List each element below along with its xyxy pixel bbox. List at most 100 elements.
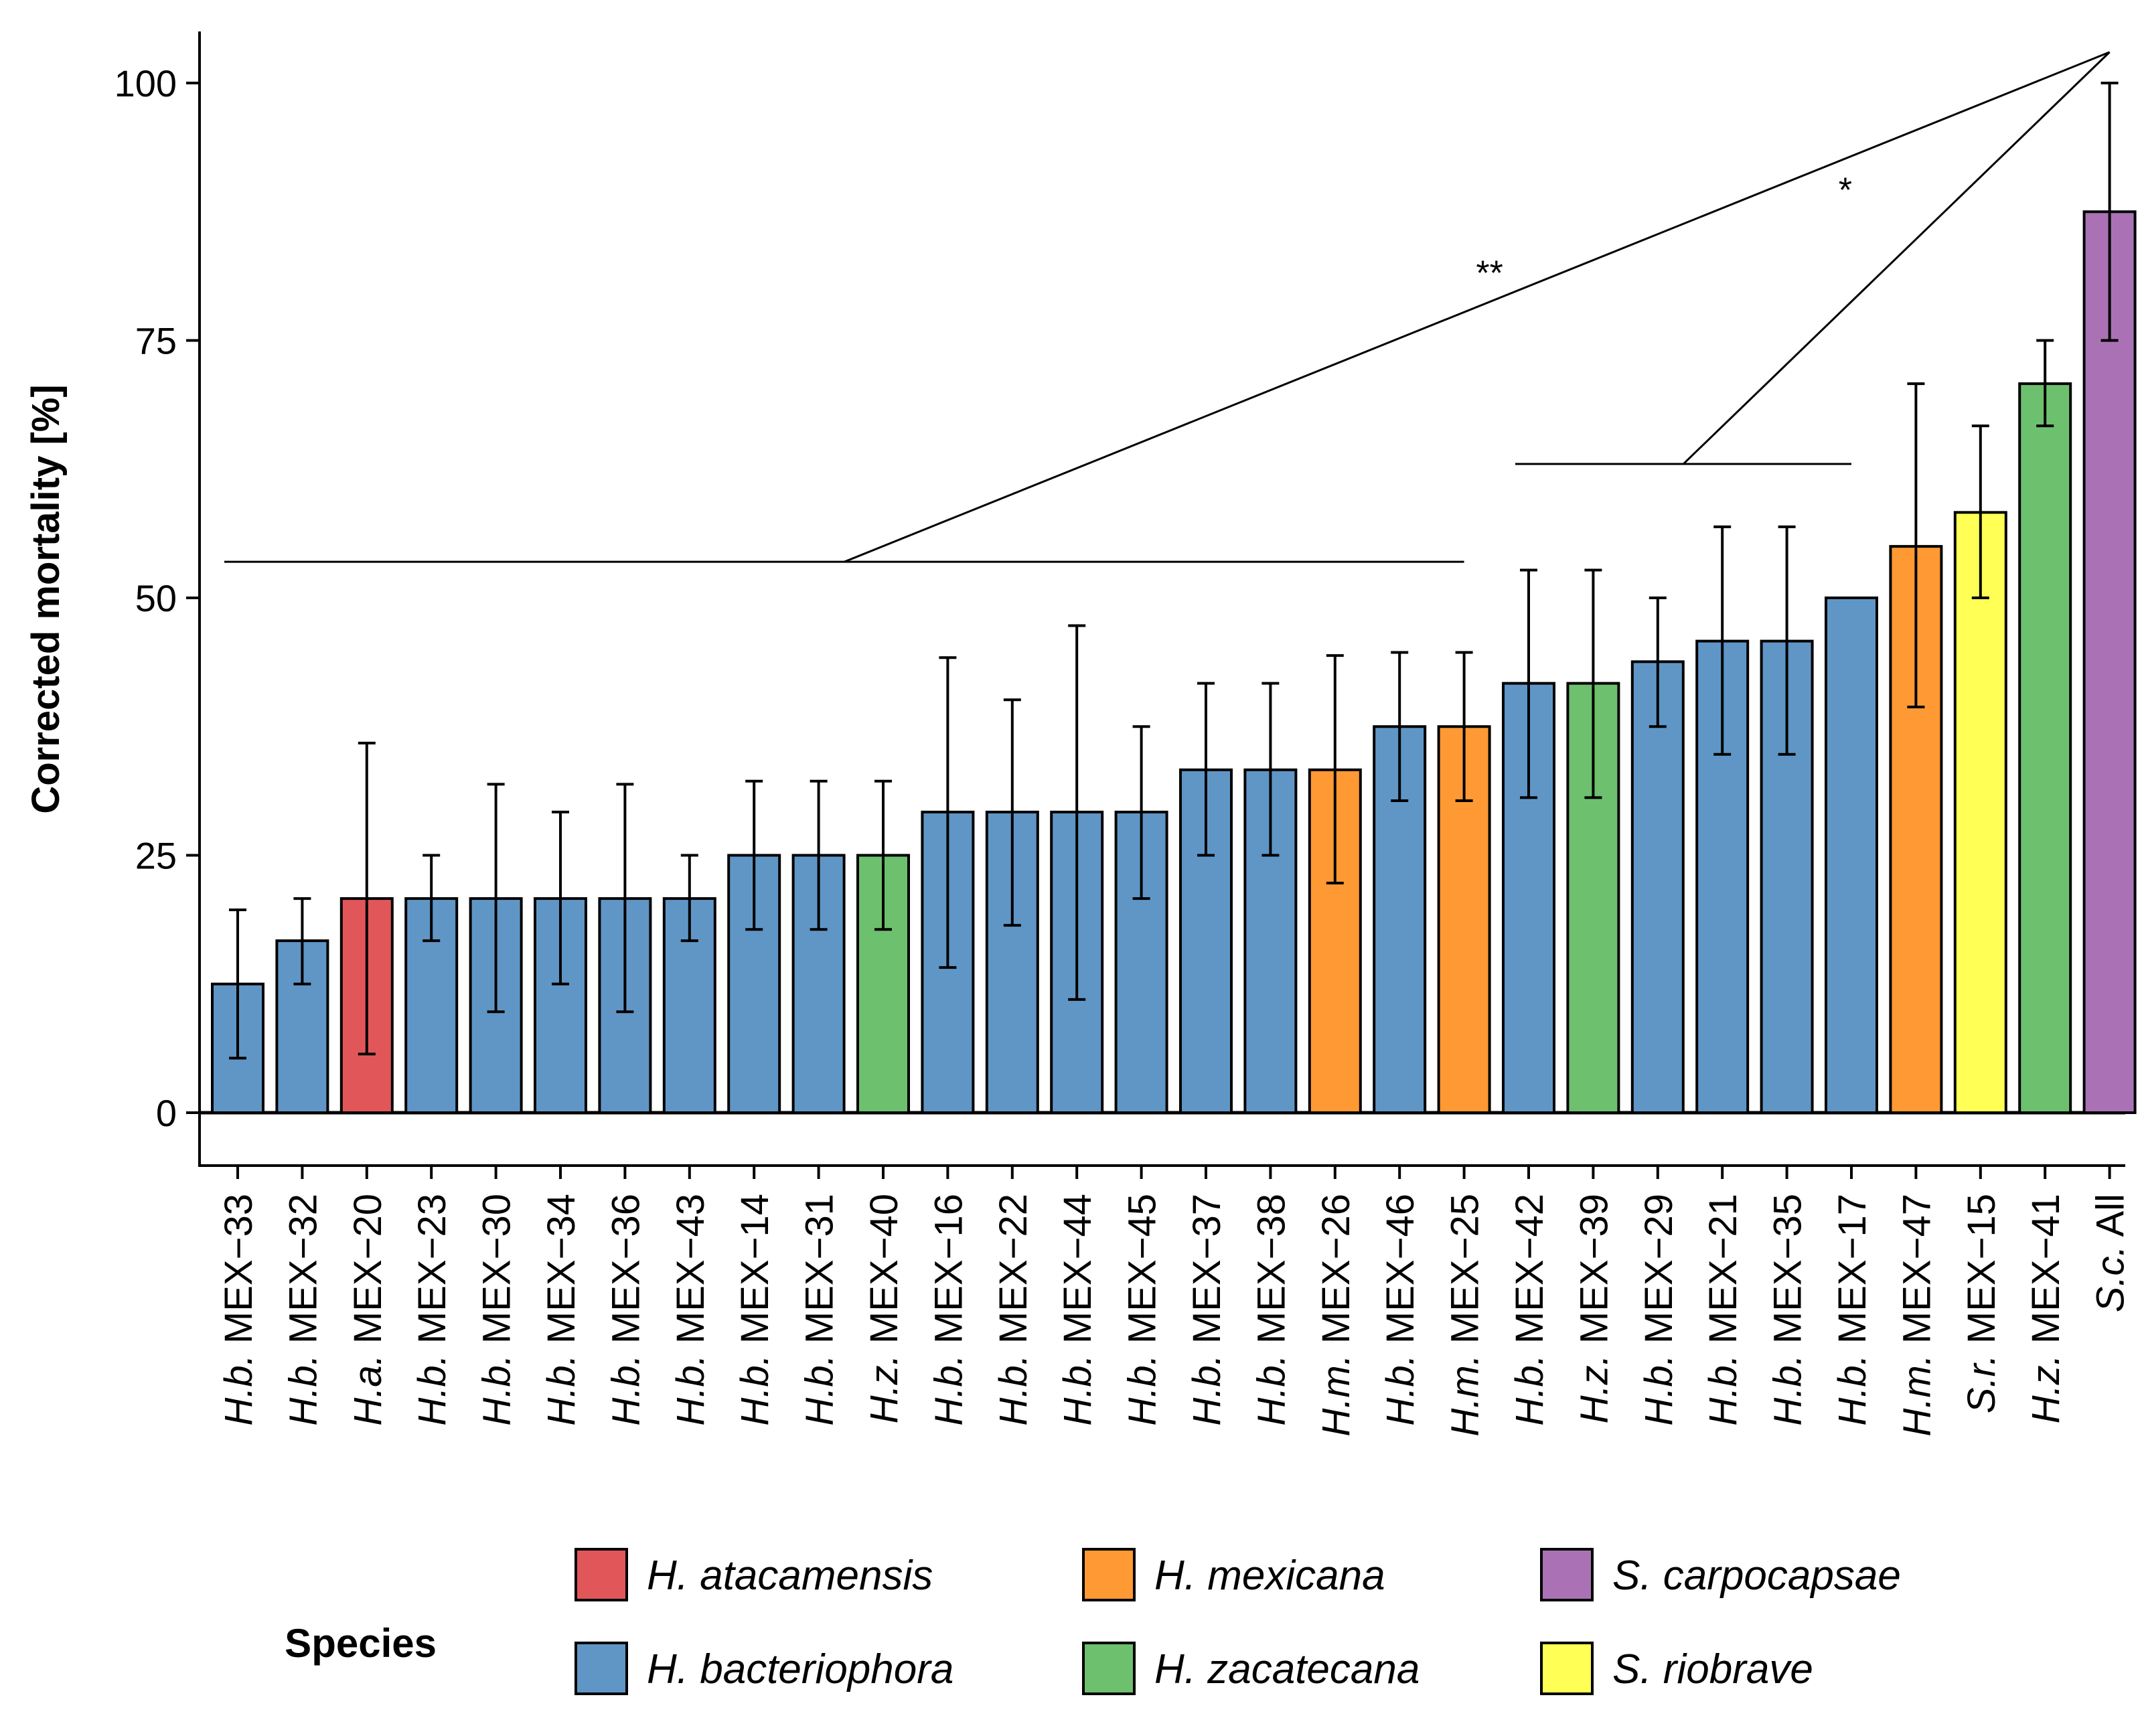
x-tick-label-strain: MEX−47 (1895, 1194, 1938, 1354)
x-tick-label-strain: MEX−44 (1056, 1194, 1099, 1354)
x-tick-label: H.b. MEX−17 (1831, 1194, 1874, 1426)
x-tick-label-strain: MEX−37 (1185, 1194, 1229, 1354)
x-tick-label-species: H.b. (992, 1354, 1035, 1425)
x-tick-label-species: H.b. (1766, 1354, 1810, 1425)
x-tick-label-species: H.a. (346, 1354, 390, 1425)
x-tick-label-species: H.b. (1249, 1354, 1293, 1425)
x-tick-label-species: H.b. (669, 1354, 712, 1425)
x-tick-label: S.r. MEX−15 (1960, 1194, 2003, 1413)
x-tick-label-strain: MEX−42 (1508, 1194, 1551, 1354)
x-tick-label-strain: MEX−32 (281, 1194, 325, 1354)
bar (1953, 511, 2007, 1114)
x-tick-label-species: H.z. (1572, 1354, 1616, 1423)
x-tick-label-species: H.b. (604, 1354, 647, 1425)
x-tick-label-species: H.m. (1444, 1354, 1487, 1436)
legend-label: H. zacatecana (1154, 1646, 1420, 1692)
x-tick-label-strain: MEX−16 (927, 1194, 970, 1354)
x-tick-label: H.b. MEX−46 (1379, 1194, 1422, 1426)
y-tick-label: 50 (135, 577, 177, 619)
plot-area: *** (200, 51, 2137, 1115)
x-tick-label: H.b. MEX−42 (1508, 1194, 1551, 1426)
x-tick-label-strain: MEX−40 (862, 1194, 906, 1354)
x-tick-label: H.b. MEX−34 (540, 1194, 583, 1426)
x-tick-label-strain: MEX−22 (992, 1194, 1035, 1354)
x-tick-label: H.b. MEX−37 (1185, 1194, 1229, 1426)
x-tick-label-species: H.b. (798, 1354, 842, 1425)
x-tick-label-strain: MEX−21 (1701, 1194, 1745, 1354)
y-tick-label: 0 (156, 1092, 177, 1134)
x-tick-label-species: H.m. (1895, 1354, 1938, 1436)
y-axis-title: Corrected mortality [%] (24, 384, 68, 813)
x-tick-label-species: H.b. (1701, 1354, 1745, 1425)
x-tick-label-species: H.z. (862, 1354, 906, 1423)
significance-label: * (1839, 171, 1852, 210)
x-tick-label-strain: MEX−38 (1249, 1194, 1293, 1354)
legend-swatch (1540, 1642, 1594, 1695)
x-tick-label-species: H.b. (1379, 1354, 1422, 1425)
x-tick-label-strain: MEX−33 (217, 1194, 260, 1354)
bar (1630, 660, 1685, 1114)
x-tick-label-strain: MEX−39 (1572, 1194, 1616, 1354)
x-tick-label-species: H.b. (410, 1354, 454, 1425)
x-tick-label-species: H.b. (1121, 1354, 1164, 1425)
x-tick-label: H.b. MEX−44 (1056, 1194, 1099, 1426)
x-tick-label-strain: MEX−30 (475, 1194, 519, 1354)
x-tick-label-species: H.b. (217, 1354, 260, 1425)
x-tick-label: H.b. MEX−30 (475, 1194, 519, 1426)
x-tick-label-strain: MEX−41 (2024, 1194, 2068, 1354)
axes: Corrected mortality [%] 0 25 50 75 100 H.b. M… (24, 31, 2133, 1437)
x-tick-label: H.b. MEX−33 (217, 1194, 260, 1426)
x-tick-label-species: S.c. (2089, 1245, 2133, 1312)
bar (1889, 545, 1943, 1114)
x-tick-label-species: H.m. (1314, 1354, 1358, 1436)
x-tick-label: H.m. MEX−26 (1314, 1194, 1358, 1437)
x-tick-label-strain: MEX−31 (798, 1194, 842, 1354)
x-tick-label: H.b. MEX−29 (1637, 1194, 1681, 1426)
legend-swatch (575, 1642, 628, 1695)
x-tick-label-species: H.b. (281, 1354, 325, 1425)
x-tick-label-strain: MEX−25 (1444, 1194, 1487, 1354)
x-tick-label-strain: MEX−45 (1121, 1194, 1164, 1354)
x-tick-label-strain: MEX−35 (1766, 1194, 1810, 1354)
x-tick-label: H.b. MEX−22 (992, 1194, 1035, 1426)
significance-connector (844, 51, 2111, 563)
legend-label: S. riobrave (1612, 1646, 1813, 1692)
x-tick-label-strain: MEX−17 (1831, 1194, 1874, 1354)
legend-title: Species (285, 1621, 437, 1666)
x-tick-label: H.b. MEX−35 (1766, 1194, 1810, 1426)
legend-label: S. carpocapsae (1612, 1553, 1901, 1599)
x-tick-label-strain: MEX−46 (1379, 1194, 1422, 1354)
x-tick-label: H.z. MEX−39 (1572, 1194, 1616, 1423)
x-tick-label-species: H.b. (1508, 1354, 1551, 1425)
x-tick-label: H.b. MEX−43 (669, 1194, 712, 1426)
legend-swatch (1082, 1548, 1136, 1601)
y-tick-label: 100 (114, 62, 177, 104)
x-tick-label: S.c. All (2089, 1194, 2133, 1312)
x-tick-label-species: H.b. (1637, 1354, 1681, 1425)
x-tick-label-strain: MEX−20 (346, 1194, 390, 1354)
x-tick-label: H.b. MEX−31 (798, 1194, 842, 1426)
x-tick-label-species: H.b. (540, 1354, 583, 1425)
x-tick-label-strain: MEX−34 (540, 1194, 583, 1354)
x-tick-label: H.b. MEX−45 (1121, 1194, 1164, 1426)
bar (2082, 210, 2137, 1114)
x-tick-label-species: H.z. (2024, 1354, 2068, 1423)
y-tick-label: 75 (135, 320, 177, 362)
legend-swatch (575, 1548, 628, 1601)
legend-label: H. bacteriophora (647, 1646, 953, 1692)
legend-label: H. atacamensis (647, 1553, 933, 1599)
x-tick-label: H.m. MEX−25 (1444, 1194, 1487, 1437)
x-tick-label-strain: All (2089, 1194, 2133, 1245)
x-tick-label-strain: MEX−15 (1960, 1194, 2003, 1354)
x-tick-label: H.b. MEX−32 (281, 1194, 325, 1426)
x-tick-label: H.b. MEX−38 (1249, 1194, 1293, 1426)
x-tick-label-strain: MEX−36 (604, 1194, 647, 1354)
legend: Species H. atacamensis H. bacteriophora H.… (285, 1548, 1901, 1695)
x-tick-label-species: S.r. (1960, 1354, 2003, 1413)
x-tick-label: H.m. MEX−47 (1895, 1194, 1938, 1437)
x-tick-label-strain: MEX−23 (410, 1194, 454, 1354)
x-tick-label-strain: MEX−26 (1314, 1194, 1358, 1354)
x-tick-label-species: H.b. (1831, 1354, 1874, 1425)
legend-swatch (1540, 1548, 1594, 1601)
